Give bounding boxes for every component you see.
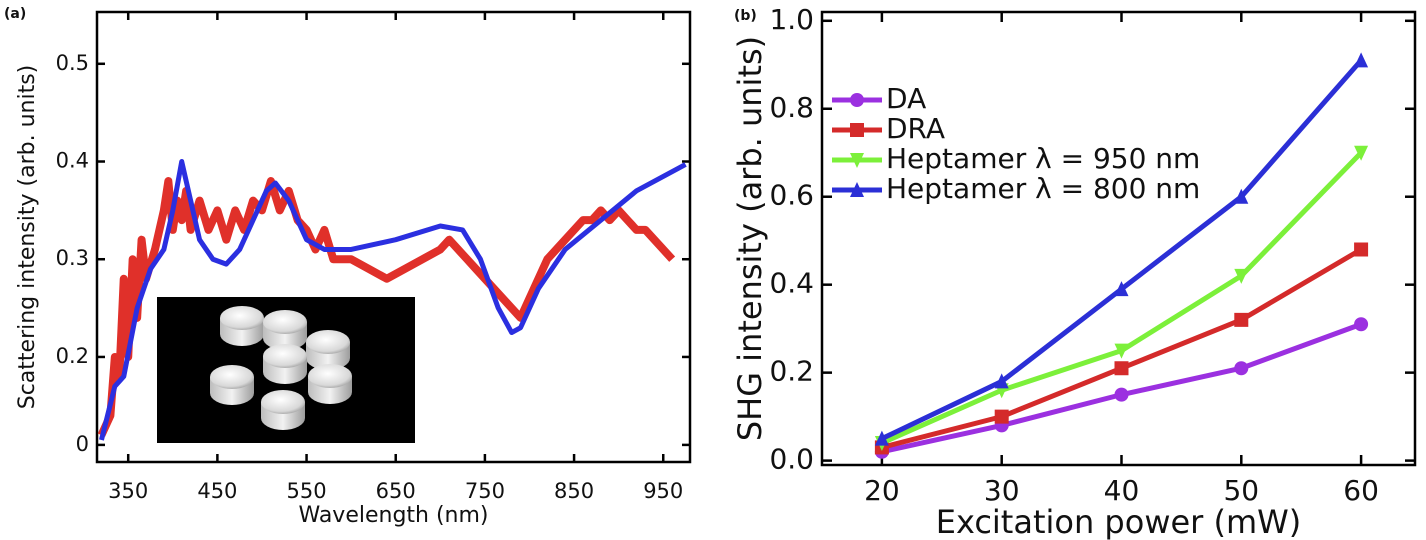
data-point <box>1234 312 1249 327</box>
panel-label: (a) <box>4 6 26 22</box>
inset-image <box>157 297 415 443</box>
series-line <box>880 58 1363 441</box>
x-tick-label: 50 <box>1223 474 1259 507</box>
y-tick-label: 0.2 <box>769 355 814 388</box>
panel-label: (b) <box>734 8 757 24</box>
x-tick-label: 60 <box>1343 474 1379 507</box>
data-point <box>1114 343 1129 359</box>
legend-marker <box>850 123 864 137</box>
x-tick-label: 750 <box>465 479 505 503</box>
legend-marker <box>850 153 864 168</box>
x-tick-label: 40 <box>1104 474 1140 507</box>
cylinder-top <box>220 306 264 330</box>
x-tick-label: 30 <box>984 474 1020 507</box>
x-tick-label: 550 <box>287 479 327 503</box>
x-axis-title: Wavelength (nm) <box>298 503 488 528</box>
legend-marker <box>850 93 864 107</box>
series-line <box>97 177 676 437</box>
y-tick-label: 0.4 <box>769 267 814 300</box>
y-tick-label: 0.6 <box>769 179 814 212</box>
data-point <box>994 373 1009 389</box>
data-point <box>994 409 1009 424</box>
data-point <box>1114 361 1129 376</box>
legend-label: Heptamer λ = 800 nm <box>886 172 1200 205</box>
x-axis-title: Excitation power (mW) <box>936 503 1302 540</box>
cylinder-top <box>308 364 352 388</box>
data-point <box>1354 242 1369 257</box>
legend-label: DA <box>886 82 926 115</box>
data-point <box>1234 268 1249 284</box>
x-tick-label: 350 <box>108 479 148 503</box>
x-tick-label: 20 <box>864 474 900 507</box>
legend-label: Heptamer λ = 950 nm <box>886 142 1200 175</box>
y-tick-label: 0.4 <box>56 149 89 173</box>
x-tick-label: 450 <box>197 479 237 503</box>
plot-frame <box>95 10 692 464</box>
data-point <box>1114 387 1129 402</box>
cylinder-top <box>306 330 350 354</box>
y-tick-label: 0.5 <box>56 51 89 75</box>
cylinder-top <box>263 310 307 334</box>
data-point <box>1114 281 1129 297</box>
y-tick-label: 0.2 <box>56 344 89 368</box>
data-point <box>874 430 889 446</box>
x-tick-label: 650 <box>376 479 416 503</box>
y-tick-label: 0.3 <box>56 246 89 270</box>
cylinder-top <box>261 390 305 414</box>
y-tick-label: 0 <box>76 432 89 456</box>
plot-frame <box>820 10 1417 467</box>
data-point <box>1354 52 1369 68</box>
legend-marker <box>850 182 864 197</box>
series-line <box>99 159 687 441</box>
data-point <box>1234 361 1249 376</box>
cylinder-top <box>210 365 254 389</box>
legend-label: DRA <box>886 112 945 145</box>
y-tick-label: 1.0 <box>769 3 814 36</box>
data-point <box>1354 317 1369 332</box>
data-point <box>1234 188 1249 204</box>
x-tick-label: 950 <box>643 479 683 503</box>
y-axis-title: SHG intensity (arb. units) <box>731 36 769 441</box>
cylinder-top <box>263 344 307 368</box>
x-tick-label: 850 <box>554 479 594 503</box>
y-tick-label: 0.0 <box>769 443 814 476</box>
y-axis-title: Scattering intensity (arb. units) <box>15 65 40 410</box>
y-tick-label: 0.8 <box>769 91 814 124</box>
data-point <box>1354 145 1369 161</box>
